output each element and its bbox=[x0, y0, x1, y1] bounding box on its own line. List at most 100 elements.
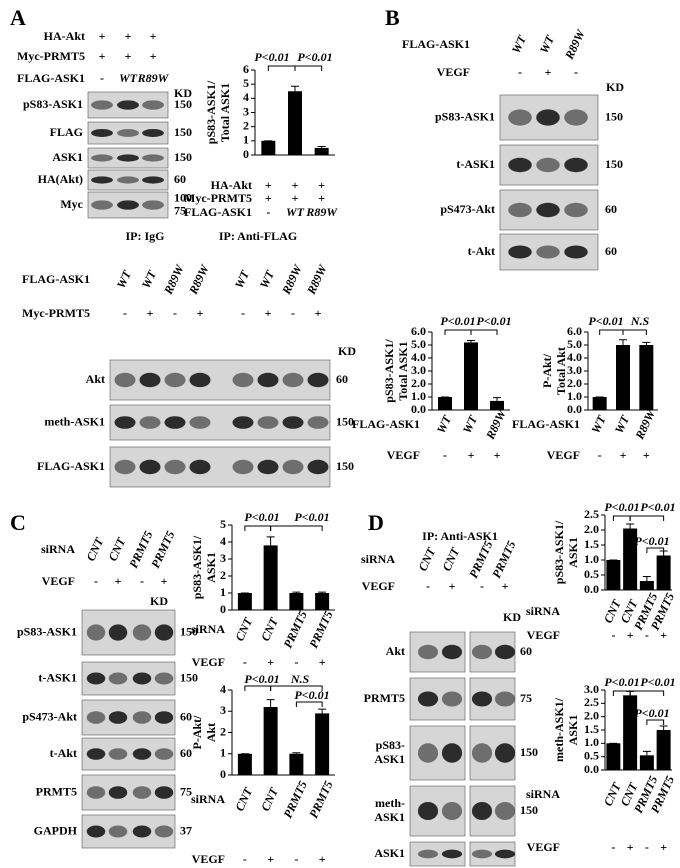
kd-label: KD bbox=[150, 594, 168, 608]
y-tick-label: 0.0 bbox=[584, 762, 599, 776]
kd-marker: 60 bbox=[520, 644, 532, 658]
kd-label: KD bbox=[174, 86, 192, 100]
bracket bbox=[295, 701, 323, 707]
y-tick-label: 1.0 bbox=[584, 552, 599, 566]
category-label: + bbox=[627, 628, 634, 642]
band bbox=[494, 644, 516, 660]
lane-header-item: - bbox=[140, 574, 144, 588]
bar bbox=[656, 730, 671, 770]
category-label: - bbox=[294, 655, 298, 669]
significance-label: P<0.01 bbox=[640, 675, 675, 689]
y-tick-label: 3.0 bbox=[584, 682, 599, 696]
y-tick-label: 0.0 bbox=[567, 402, 582, 416]
bar bbox=[314, 147, 329, 155]
category-label: WT bbox=[286, 205, 305, 219]
lane-header-label: FLAG-ASK1 bbox=[17, 71, 85, 85]
y-tick-label: 1 bbox=[220, 585, 226, 599]
y-tick-label: 1.0 bbox=[567, 389, 582, 403]
y-axis-label: Total Akt bbox=[554, 347, 568, 395]
y-tick-label: 3 bbox=[243, 104, 249, 118]
row-label: pS473-Akt bbox=[440, 202, 495, 216]
bar bbox=[592, 397, 607, 410]
band bbox=[471, 802, 493, 820]
band bbox=[189, 416, 211, 429]
band bbox=[417, 644, 439, 660]
category-row-label: VEGF bbox=[527, 840, 560, 854]
row-label: ASK1 bbox=[374, 846, 405, 860]
category-label: + bbox=[265, 178, 272, 192]
category-label: + bbox=[318, 191, 325, 205]
error-bar bbox=[291, 85, 299, 92]
lane-header-item: + bbox=[147, 306, 154, 320]
lane-header-item: WT bbox=[232, 268, 253, 291]
lane-header-item: - bbox=[241, 306, 245, 320]
ip-label: IP: Anti-FLAG bbox=[219, 229, 297, 243]
band bbox=[564, 157, 588, 173]
lane-header-item: WT bbox=[114, 268, 135, 291]
band bbox=[86, 748, 106, 760]
bar bbox=[464, 342, 478, 410]
bar bbox=[263, 545, 278, 610]
y-tick-label: 2.0 bbox=[567, 376, 582, 390]
band bbox=[108, 825, 128, 838]
y-tick-label: 3 bbox=[220, 551, 226, 565]
band bbox=[282, 416, 304, 429]
y-tick-label: 2.5 bbox=[584, 695, 599, 709]
band bbox=[117, 200, 139, 210]
band bbox=[117, 129, 139, 137]
category-row-label: HA-Akt bbox=[211, 178, 252, 192]
bracket bbox=[270, 525, 323, 531]
bracket bbox=[294, 65, 323, 71]
y-tick-label: 5.0 bbox=[411, 337, 426, 351]
band bbox=[117, 100, 139, 110]
row-label: pS83- bbox=[376, 738, 405, 752]
bar bbox=[438, 397, 452, 410]
category-label: + bbox=[468, 448, 475, 462]
y-axis-label: ASK1 bbox=[566, 537, 580, 568]
bracket bbox=[646, 547, 665, 553]
category-label: + bbox=[319, 852, 326, 866]
significance-label: P<0.01 bbox=[254, 50, 289, 64]
band bbox=[441, 802, 463, 820]
category-label: - bbox=[294, 852, 298, 866]
y-tick-label: 2.0 bbox=[411, 376, 426, 390]
lane-header-item: WT bbox=[257, 268, 278, 291]
error-bar bbox=[626, 523, 635, 529]
kd-marker: 150 bbox=[605, 157, 623, 171]
kd-marker: 150 bbox=[336, 459, 354, 473]
y-axis-label: pS83-ASK1/ bbox=[382, 339, 396, 403]
kd-marker: 60 bbox=[180, 709, 192, 723]
kd-marker: 150 bbox=[174, 125, 192, 139]
category-label: CNT bbox=[232, 615, 255, 643]
category-label: + bbox=[292, 178, 299, 192]
band bbox=[441, 644, 463, 660]
bar bbox=[289, 753, 304, 775]
y-axis-label: ASK1 bbox=[204, 552, 218, 583]
ip-label: IP: IgG bbox=[126, 229, 165, 243]
row-label: t-Akt bbox=[468, 244, 495, 258]
significance-label: P<0.01 bbox=[244, 672, 279, 686]
y-tick-label: 2 bbox=[220, 724, 226, 738]
error-bar bbox=[292, 591, 301, 593]
bar bbox=[263, 707, 278, 775]
y-tick-label: 4 bbox=[243, 90, 249, 104]
bar bbox=[623, 695, 638, 770]
panel-label: B bbox=[385, 5, 400, 30]
band bbox=[86, 825, 106, 838]
band bbox=[86, 786, 106, 799]
category-label: CNT bbox=[232, 785, 255, 813]
band bbox=[232, 372, 254, 388]
bar bbox=[237, 753, 252, 775]
category-label: + bbox=[265, 191, 272, 205]
row-label: ASK1 bbox=[374, 752, 405, 766]
y-tick-label: 5.0 bbox=[567, 337, 582, 351]
bracket bbox=[629, 515, 665, 521]
category-label: - bbox=[443, 448, 447, 462]
bracket bbox=[244, 525, 272, 531]
y-tick-label: 3.0 bbox=[567, 363, 582, 377]
band bbox=[91, 154, 113, 162]
bracket bbox=[244, 685, 272, 691]
y-tick-label: 0.0 bbox=[584, 582, 599, 596]
band bbox=[536, 157, 560, 173]
band bbox=[536, 109, 560, 126]
